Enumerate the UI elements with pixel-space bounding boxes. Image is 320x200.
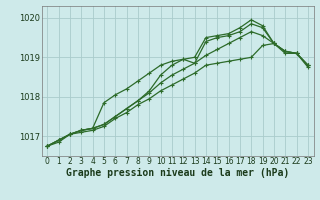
X-axis label: Graphe pression niveau de la mer (hPa): Graphe pression niveau de la mer (hPa)	[66, 168, 289, 178]
